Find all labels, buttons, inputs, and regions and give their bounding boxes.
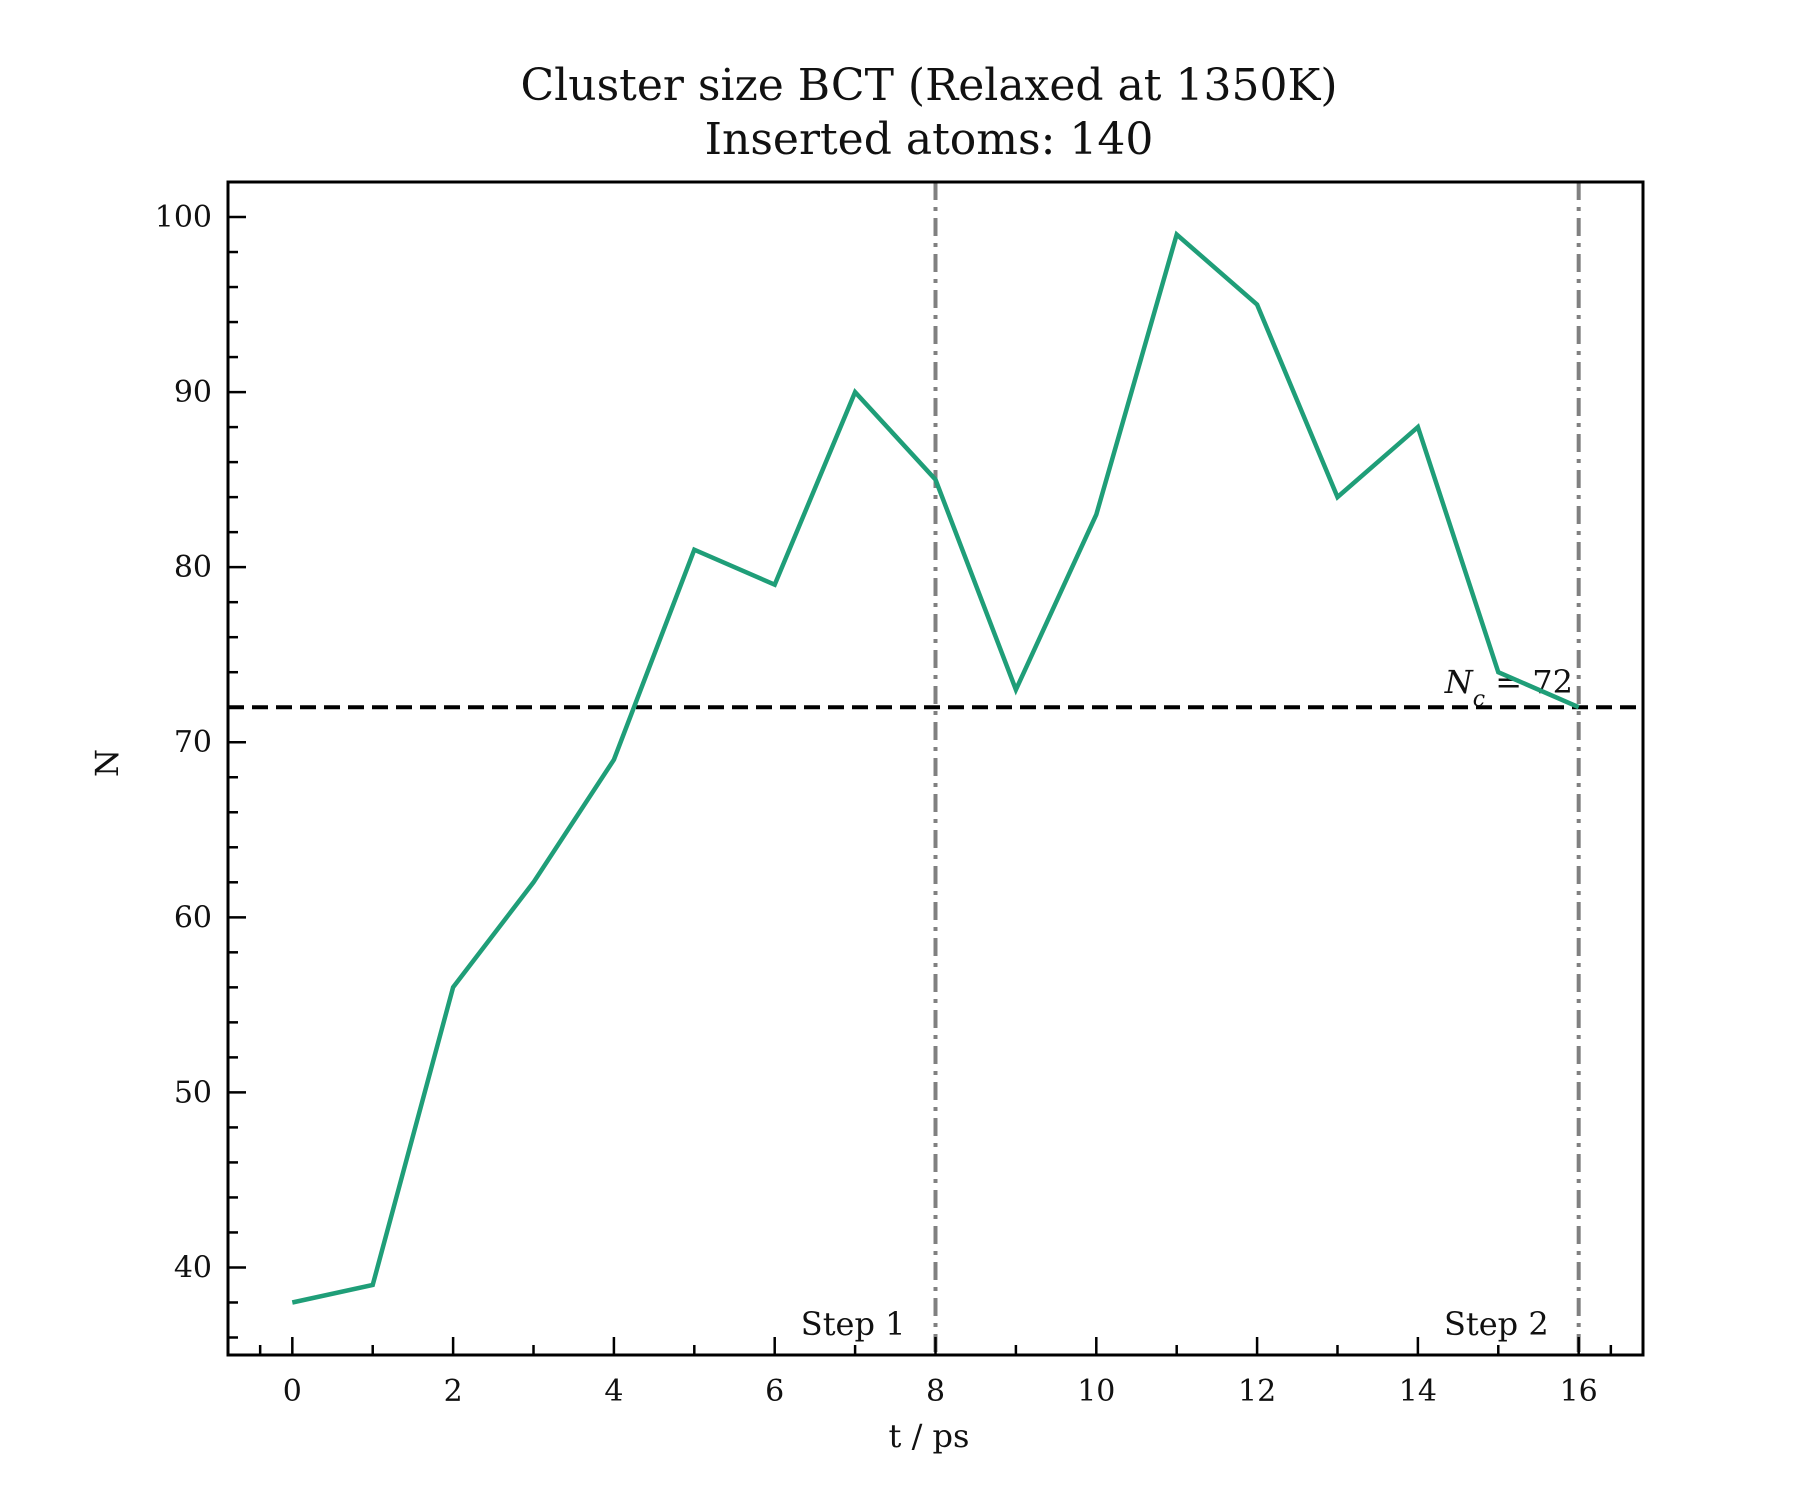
threshold-label: Nc = 72: [1444, 663, 1573, 712]
y-tick-label: 60: [174, 900, 212, 935]
x-tick-label: 6: [765, 1374, 784, 1409]
chart-title: Cluster size BCT (Relaxed at 1350K): [521, 60, 1338, 111]
y-tick-label: 80: [174, 550, 212, 585]
y-tick-label: 70: [174, 725, 212, 760]
y-tick-label: 40: [174, 1250, 212, 1285]
y-tick-label: 90: [174, 375, 212, 410]
y-axis-label: N: [88, 749, 126, 777]
x-axis-label: t / ps: [889, 1417, 970, 1455]
chart-subtitle: Inserted atoms: 140: [705, 114, 1154, 165]
x-tick-label: 16: [1560, 1374, 1598, 1409]
x-tick-label: 10: [1077, 1374, 1115, 1409]
x-tick-label: 0: [283, 1374, 302, 1409]
y-tick-label: 50: [174, 1075, 212, 1110]
step-label-1: Step 1: [801, 1305, 906, 1343]
plot-area: Nc = 72 Step 1 Step 2 0 2 4 6 8 10 12 14 16 40 50 60 70…: [155, 180, 1645, 1409]
x-tick-label: 8: [926, 1374, 945, 1409]
x-tick-label: 2: [444, 1374, 463, 1409]
x-tick-label: 14: [1399, 1374, 1437, 1409]
x-tick-label: 4: [604, 1374, 623, 1409]
x-tick-label: 12: [1238, 1374, 1276, 1409]
step-label-2: Step 2: [1444, 1305, 1549, 1343]
y-tick-label: 100: [155, 200, 212, 235]
series-line: [291, 230, 1580, 1305]
